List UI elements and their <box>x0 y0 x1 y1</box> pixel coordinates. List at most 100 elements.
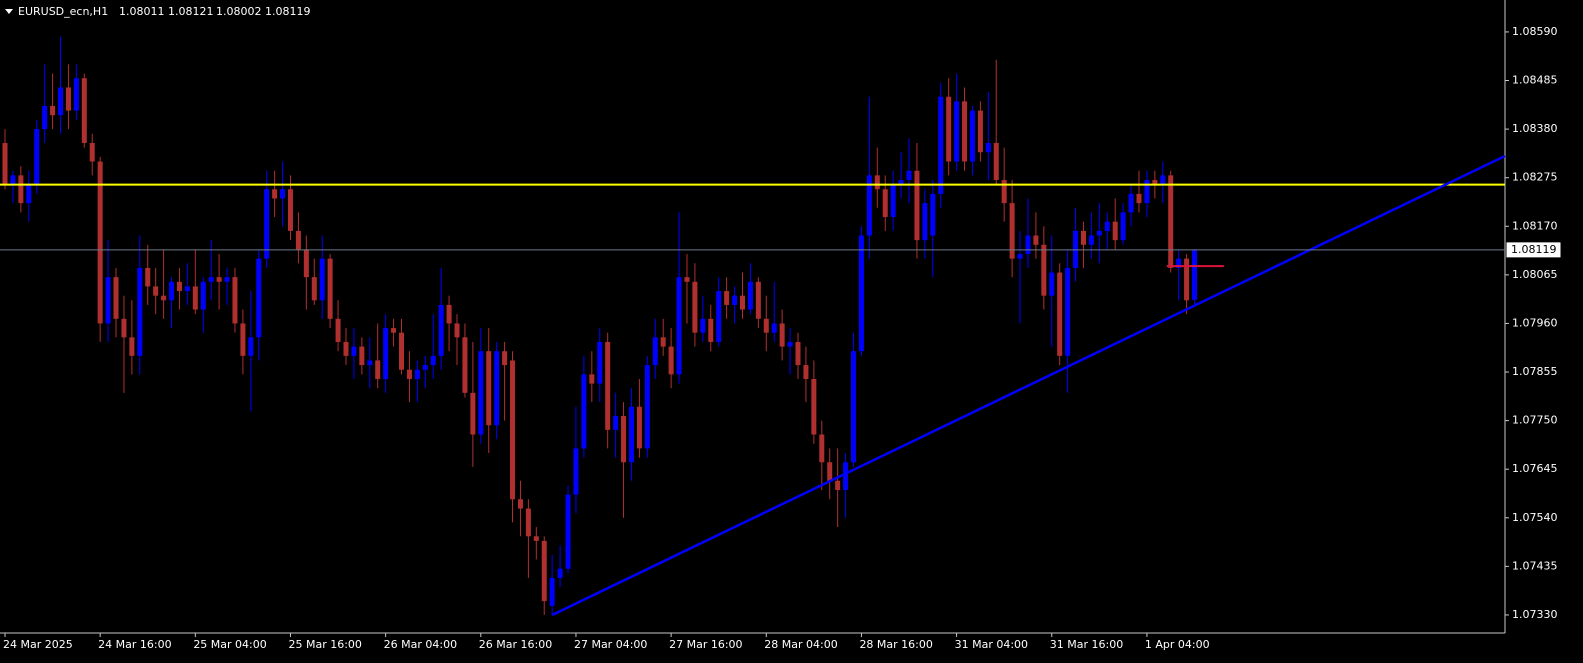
candle-body <box>121 318 127 338</box>
candle-body <box>1080 230 1086 245</box>
candle-body <box>486 351 492 426</box>
candle-body <box>533 536 539 541</box>
candle-body <box>454 323 460 338</box>
candle-body <box>446 304 452 324</box>
candle-body <box>1001 179 1007 204</box>
header-open: 1.08011 <box>119 5 165 18</box>
candle-body <box>406 369 412 379</box>
x-tick-label: 28 Mar 04:00 <box>764 638 837 651</box>
candle-body <box>129 337 135 356</box>
candle-body <box>399 332 404 370</box>
x-tick-label: 27 Mar 16:00 <box>669 638 742 651</box>
candle-body <box>256 258 262 338</box>
candle-body <box>97 161 103 324</box>
current-price-label: 1.08119 <box>1511 243 1557 256</box>
candle-body <box>771 323 777 333</box>
x-tick-label: 1 Apr 04:00 <box>1145 638 1210 651</box>
candle-body <box>248 337 254 356</box>
candle-body <box>1144 179 1150 204</box>
candle-body <box>478 351 484 435</box>
candle-body <box>692 281 698 333</box>
menu-triangle[interactable] <box>5 9 13 14</box>
candle-body <box>42 105 48 130</box>
candle-body <box>652 337 658 366</box>
current-price-box <box>1505 241 1562 259</box>
candle-body <box>113 277 119 319</box>
candle-body <box>985 142 991 153</box>
candle-body <box>295 230 301 250</box>
candle-body <box>573 448 579 495</box>
candle-body <box>898 179 904 185</box>
candle-body <box>668 346 674 375</box>
candle-body <box>1168 175 1174 268</box>
candle-body <box>779 323 785 347</box>
y-tick-label: 1.07330 <box>1512 608 1558 621</box>
candle-body <box>914 170 920 241</box>
candle-body <box>739 295 745 310</box>
candle-body <box>819 434 825 463</box>
candle-body <box>359 346 365 366</box>
y-tick-label: 1.08590 <box>1512 25 1558 38</box>
trendline <box>551 154 1506 617</box>
candle-body <box>422 365 428 370</box>
candle-body <box>858 235 864 352</box>
candle-body <box>470 392 476 435</box>
candle-body <box>26 184 32 204</box>
candle-body <box>1176 258 1182 268</box>
candle-body <box>287 189 293 231</box>
candle-body <box>50 105 56 116</box>
candle-body <box>200 281 206 310</box>
candle-body <box>954 101 960 162</box>
candle-body <box>962 101 968 162</box>
candle-body <box>589 374 595 384</box>
candle-body <box>755 281 761 319</box>
candle-body <box>882 189 888 218</box>
candle-body <box>851 351 857 463</box>
candle-body <box>628 406 634 463</box>
candle-body <box>1192 249 1197 300</box>
candle-body <box>311 277 317 301</box>
candle-body <box>272 189 278 199</box>
header-high: 1.08121 <box>168 5 214 18</box>
y-tick-label: 1.07540 <box>1512 511 1558 524</box>
x-tick-label: 26 Mar 16:00 <box>479 638 552 651</box>
candle-body <box>383 328 389 379</box>
candle-body <box>280 189 286 199</box>
candle-body <box>1017 254 1023 259</box>
header-close: 1.08119 <box>265 5 311 18</box>
candle-body <box>763 318 769 333</box>
candle-body <box>906 170 912 180</box>
x-tick-label: 25 Mar 04:00 <box>193 638 266 651</box>
candle-body <box>525 508 531 537</box>
candle-body <box>510 360 516 500</box>
candle-body <box>803 365 809 379</box>
candle-body <box>1049 272 1055 296</box>
y-tick-label: 1.07750 <box>1512 414 1558 427</box>
candle-body <box>517 499 523 509</box>
candle-body <box>430 355 436 366</box>
candle-body <box>2 142 8 185</box>
candle-body <box>367 360 373 366</box>
candle-body <box>581 374 587 449</box>
candle-body <box>1184 258 1190 301</box>
x-tick-label: 26 Mar 04:00 <box>384 638 457 651</box>
candle-body <box>153 286 159 296</box>
candle-body <box>1128 193 1134 213</box>
candle-body <box>835 480 841 491</box>
candle-body <box>10 175 16 185</box>
candle-body <box>169 281 175 301</box>
candle-body <box>811 378 817 435</box>
x-tick-label: 27 Mar 04:00 <box>574 638 647 651</box>
candle-body <box>161 295 167 301</box>
candle-body <box>1088 235 1094 245</box>
candle-body <box>438 304 444 356</box>
candle-body <box>462 337 468 393</box>
candle-body <box>795 341 801 366</box>
candle-body <box>708 318 714 342</box>
candle-body <box>1065 267 1071 356</box>
candle-body <box>351 346 357 356</box>
candle-body <box>890 184 896 218</box>
candle-body <box>541 540 547 602</box>
candle-body <box>1112 221 1118 241</box>
